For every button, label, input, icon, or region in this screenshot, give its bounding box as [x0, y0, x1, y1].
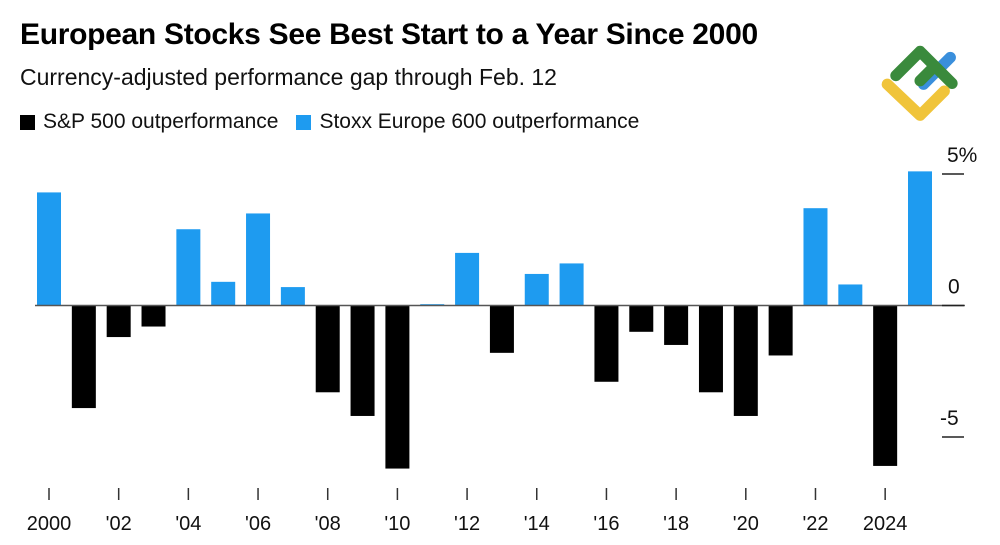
x-tick-label: '06	[245, 513, 271, 535]
bar-2006	[246, 213, 271, 306]
bar-2016	[594, 305, 619, 382]
legend-swatch-blue	[296, 114, 312, 130]
brand-logo	[881, 45, 958, 121]
bar-2005	[211, 281, 236, 306]
chart-subtitle: Currency-adjusted performance gap throug…	[20, 64, 557, 90]
chart-title: European Stocks See Best Start to a Year…	[20, 18, 758, 51]
bar-2002	[106, 305, 131, 338]
x-tick-label: '16	[593, 513, 619, 535]
legend-item-stoxx: Stoxx Europe 600 outperformance	[296, 110, 639, 134]
y-tick-label: 5%	[947, 144, 977, 167]
bar-2020	[733, 305, 758, 416]
bar-2013	[489, 305, 514, 353]
bar-2023	[838, 284, 863, 306]
bar-2025	[908, 171, 932, 306]
bar-2001	[71, 305, 96, 409]
x-tick-label: '12	[454, 513, 480, 535]
bar-2007	[280, 287, 305, 306]
x-tick-label: '20	[733, 513, 759, 535]
y-tick-label: 0	[948, 276, 960, 299]
x-tick-label: '22	[802, 513, 828, 535]
bar-2000	[37, 192, 61, 306]
bar-2015	[559, 263, 584, 306]
x-tick-label: '14	[524, 513, 550, 535]
bar-2012	[455, 252, 480, 306]
bar-2017	[629, 305, 654, 332]
x-tick-label: '18	[663, 513, 689, 535]
legend-swatch-black	[20, 114, 35, 130]
legend-label: S&P 500 outperformance	[43, 110, 279, 133]
y-tick-label: -5	[940, 407, 959, 430]
bar-2024	[873, 305, 898, 466]
bar-2008	[315, 305, 340, 393]
x-tick-label: 2024	[863, 513, 908, 535]
bar-2014	[524, 273, 549, 306]
legend-label: Stoxx Europe 600 outperformance	[319, 110, 640, 133]
x-tick-label: '04	[175, 513, 201, 535]
x-tick-label: 2000	[27, 513, 72, 535]
x-tick-label: '02	[106, 513, 132, 535]
bar-2019	[698, 305, 723, 393]
bar-2018	[664, 305, 689, 345]
x-tick-label: '10	[384, 513, 410, 535]
bar-2004	[176, 229, 201, 306]
bar-2022	[803, 208, 828, 306]
bar-2010	[385, 305, 410, 469]
bar-2003	[141, 305, 166, 327]
legend: S&P 500 outperformance Stoxx Europe 600 …	[20, 110, 639, 134]
legend-item-sp500: S&P 500 outperformance	[20, 110, 278, 134]
bar-2021	[768, 305, 793, 356]
bar-2009	[350, 305, 375, 416]
x-tick-label: '08	[315, 513, 341, 535]
